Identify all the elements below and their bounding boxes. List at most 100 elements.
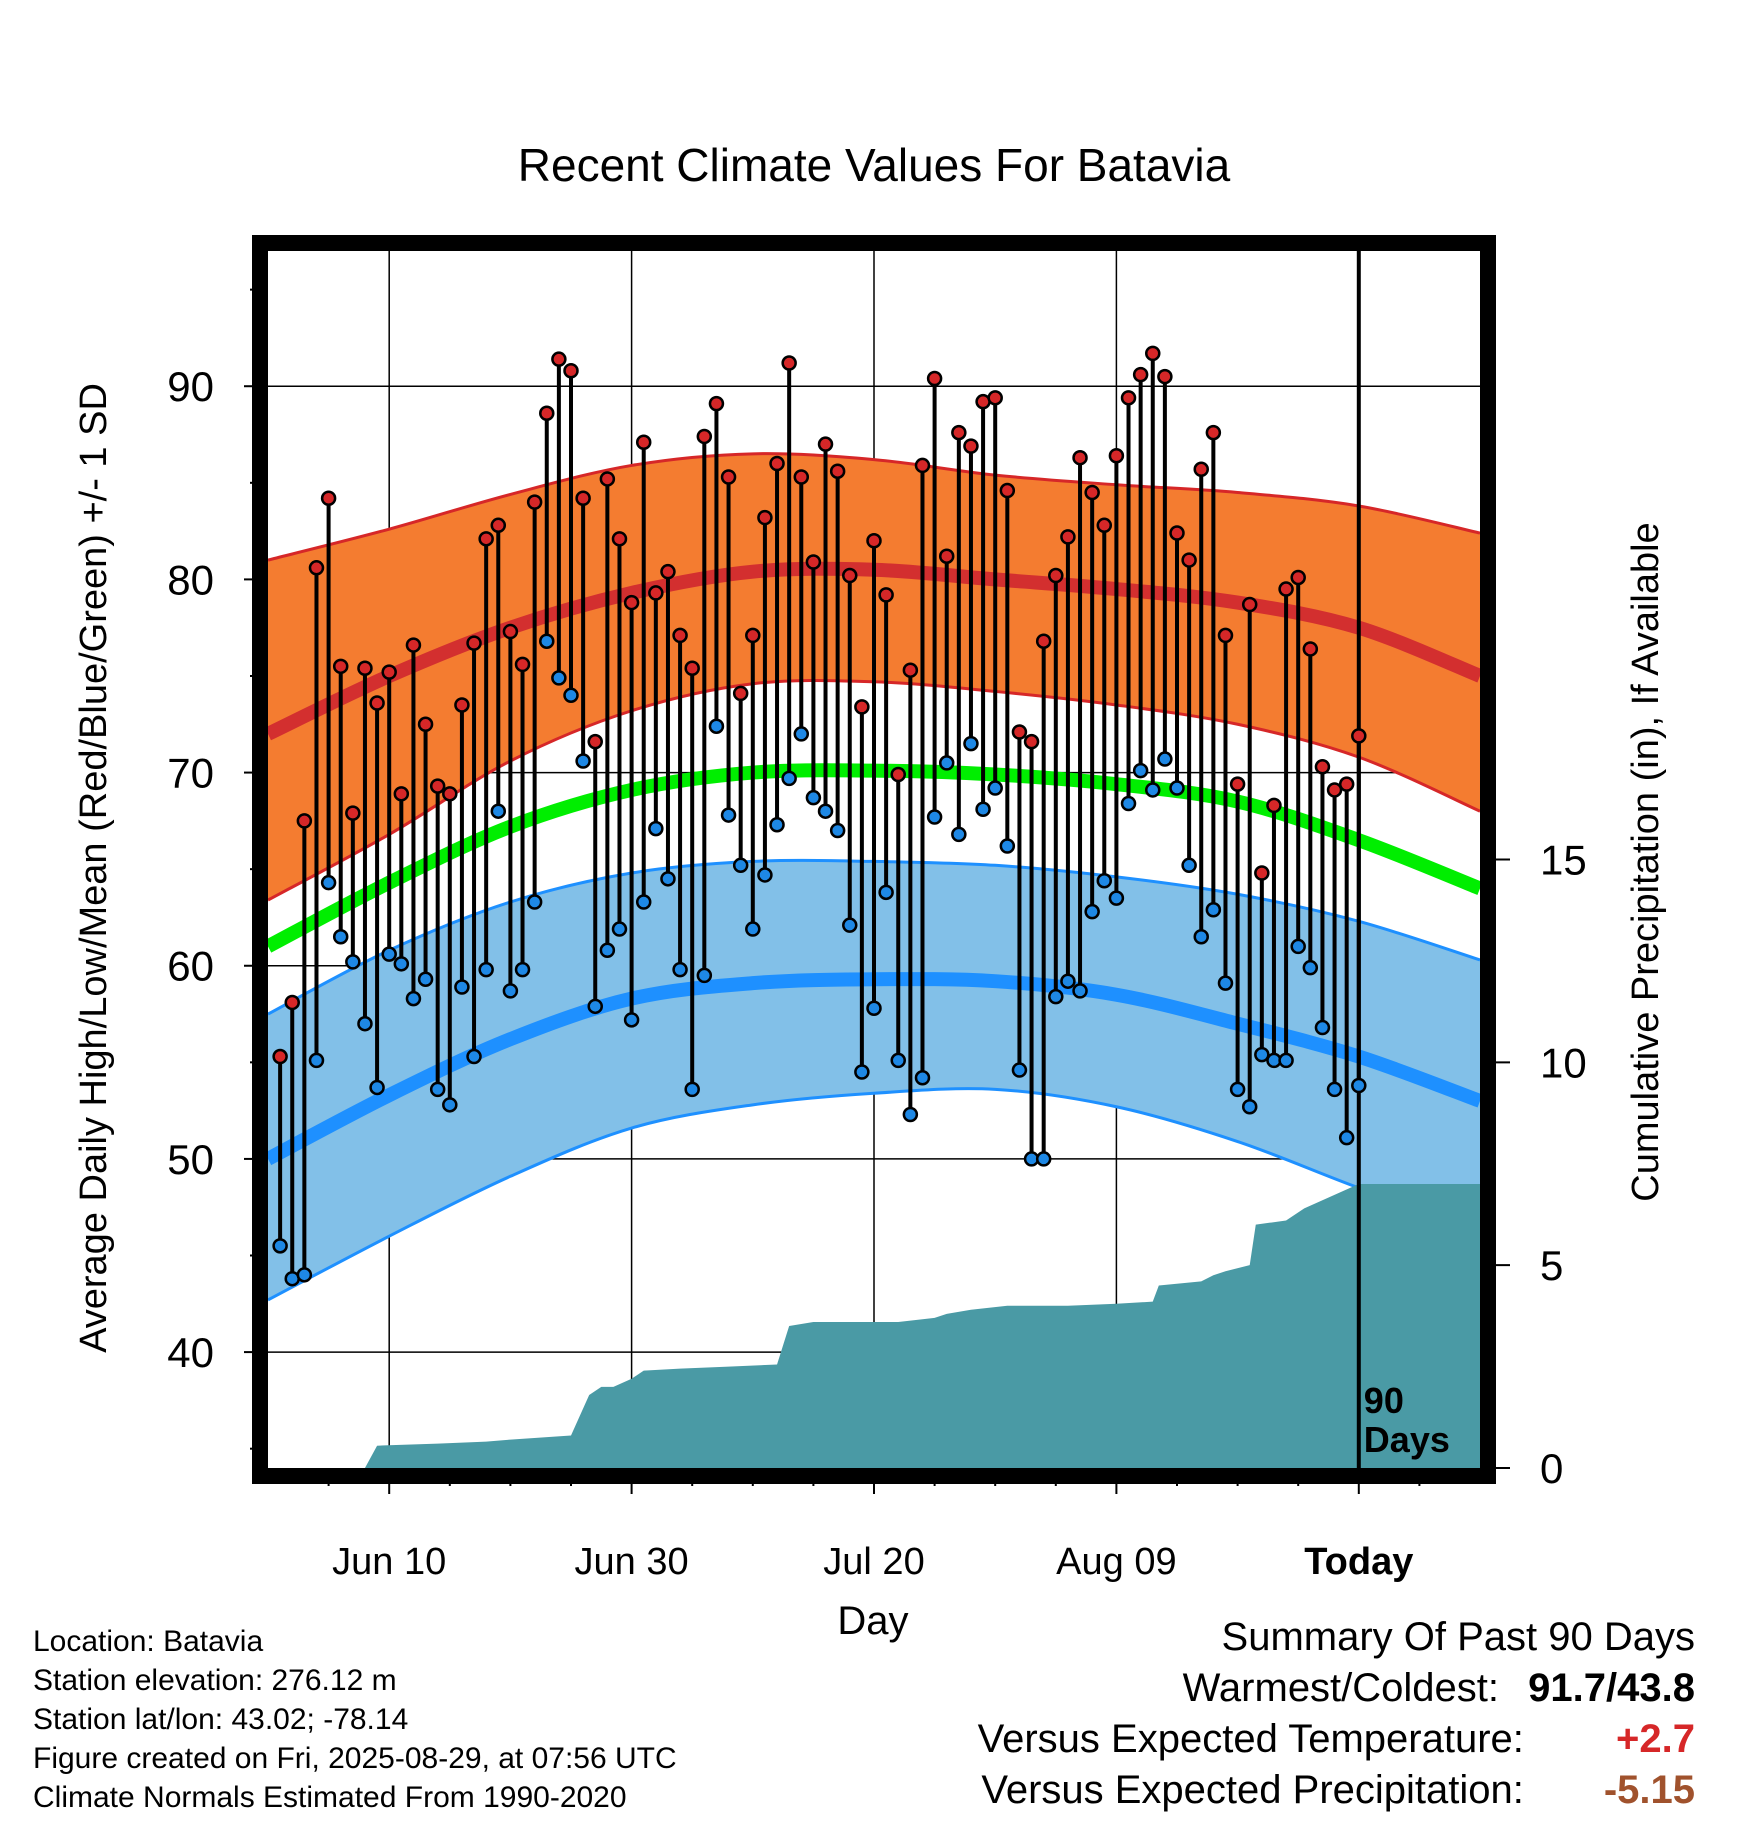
daily-low-point [502,983,519,999]
elevation-text: Station elevation: 276.12 m [33,1664,397,1697]
daily-high-point [1120,390,1137,406]
daily-high-point [1169,525,1185,541]
summary-heading: Summary Of Past 90 Days [1221,1615,1695,1659]
daily-high-point [878,587,894,603]
daily-high-point [1060,529,1076,545]
daily-high-point [708,395,725,412]
daily-low-point [732,857,749,874]
daily-low-point [817,803,834,819]
daily-high-point [1351,728,1367,744]
temp-label: Versus Expected Temperature: [977,1717,1524,1761]
daily-high-point [1108,448,1125,464]
daily-high-point [757,509,773,526]
daily-high-point [284,994,300,1011]
daily-high-point [732,685,749,702]
daily-low-point [405,990,422,1007]
daily-low-point [454,979,470,995]
daily-low-point [381,946,397,962]
daily-low-point [442,1097,458,1113]
coldest-value: 43.8 [1617,1666,1695,1710]
daily-high-point [951,424,967,441]
daily-low-point [1060,973,1076,989]
daily-low-point [1241,1099,1258,1115]
daily-low-point [842,917,858,933]
daily-high-point [526,494,543,510]
warm-cold-separator: / [1606,1666,1618,1710]
daily-high-point [914,457,931,474]
temp-value: +2.7 [1616,1717,1695,1761]
daily-high-point [272,1048,288,1065]
daily-high-point [357,660,373,677]
daily-high-point [1278,581,1294,597]
daily-high-point [1205,424,1222,441]
daily-low-point [1096,872,1113,889]
daily-high-point [623,594,640,611]
daily-low-point [478,961,494,978]
daily-high-point [514,656,531,673]
daily-high-point [393,786,410,802]
daily-low-point [769,816,785,833]
daily-low-point [551,670,567,686]
daily-high-point [1290,569,1306,586]
daily-high-point [635,434,652,450]
daily-high-point [1084,484,1100,501]
daily-high-point [1229,776,1246,792]
y-tick-label-90: 90 [167,363,214,410]
daily-high-point [332,658,349,675]
daily-high-point [551,351,567,367]
daily-low-point [1157,751,1173,767]
daily-low-point [393,956,410,972]
daily-low-point [635,894,652,910]
y2-axis-label: Cumulative Precipitation (in), If Availa… [1625,522,1667,1201]
daily-high-point [1023,733,1040,750]
daily-low-point [296,1267,313,1283]
daily-low-point [623,1012,640,1028]
daily-low-point [514,961,531,978]
daily-high-point [611,531,628,547]
x-axis-label: Day [837,1599,908,1643]
daily-high-point [745,627,761,644]
daily-low-point [417,971,434,988]
daily-high-point [793,469,810,485]
daily-low-point [829,822,846,839]
daily-low-point [805,789,822,806]
precip-label: Versus Expected Precipitation: [981,1768,1524,1812]
daily-low-point [926,809,943,825]
daily-low-point [1314,1019,1331,1036]
today-days-word: Days [1364,1419,1450,1460]
daily-low-point [720,807,737,823]
daily-high-point [1035,633,1052,649]
daily-high-point [999,482,1016,499]
daily-high-point [890,766,906,783]
daily-low-point [854,1064,870,1080]
daily-low-point [1108,890,1125,906]
normal-high-sd-upper-edge [267,452,1481,562]
daily-high-point [866,533,882,549]
created-text: Figure created on Fri, 2025-08-29, at 07… [33,1742,677,1775]
daily-low-point [1120,795,1137,812]
daily-low-point [599,942,616,959]
daily-low-point [345,954,361,970]
daily-high-point [296,813,313,829]
normals-text: Climate Normals Estimated From 1990-2020 [33,1781,627,1814]
daily-high-point [1072,449,1088,466]
daily-high-point [696,428,713,445]
daily-high-point [684,660,700,677]
daily-high-point [1048,567,1064,584]
daily-high-point [1181,552,1197,568]
daily-high-point [539,405,555,422]
daily-low-point [1290,938,1306,955]
daily-low-point [1338,1129,1355,1146]
today-days-number: 90 [1364,1380,1404,1421]
y2-tick-label-0: 0 [1540,1445,1563,1492]
daily-high-point [1254,865,1270,881]
daily-low-point [429,1081,446,1098]
daily-low-point [745,921,761,937]
temp-row: Versus Expected Temperature: +2.7 [978,1714,1695,1765]
daily-high-point [1096,517,1113,534]
daily-high-point [805,554,822,570]
daily-high-point [1157,368,1173,385]
latlon-text: Station lat/lon: 43.02; -78.14 [33,1703,409,1736]
daily-low-point [1169,780,1185,796]
y2-tick-label-5: 5 [1540,1242,1563,1289]
